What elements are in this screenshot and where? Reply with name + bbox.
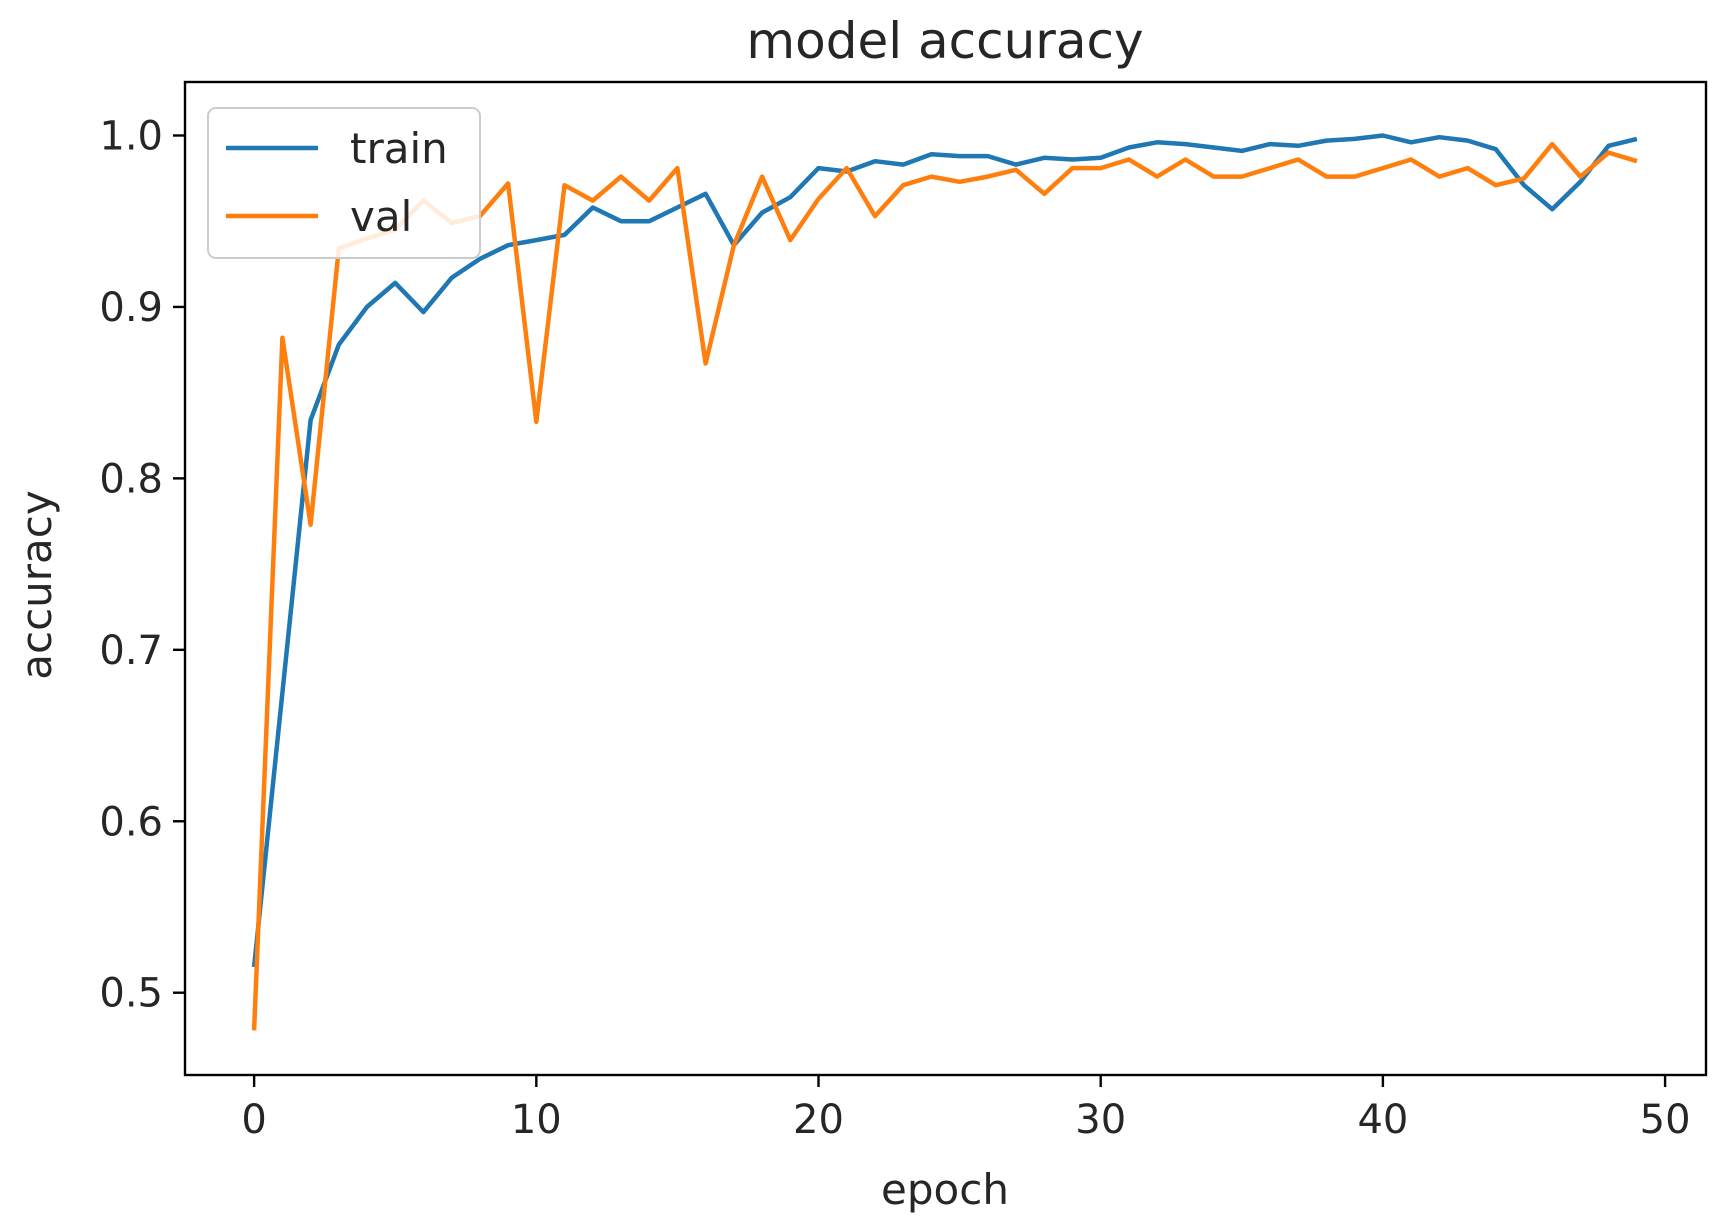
y-tick-label: 1.0 bbox=[99, 113, 163, 159]
y-tick-label: 0.9 bbox=[99, 285, 163, 331]
x-axis-ticks: 0 10 20 30 40 50 bbox=[241, 1075, 1691, 1143]
y-axis-ticks: 0.5 0.6 0.7 0.8 0.9 1.0 bbox=[99, 113, 185, 1017]
y-tick-label: 0.5 bbox=[99, 971, 163, 1017]
x-tick-label: 10 bbox=[511, 1097, 562, 1143]
y-axis-label: accuracy bbox=[12, 490, 61, 680]
legend-train-label: train bbox=[350, 124, 448, 173]
x-tick-label: 40 bbox=[1357, 1097, 1408, 1143]
series-line-val bbox=[251, 141, 1638, 1031]
y-tick-label: 0.7 bbox=[99, 628, 163, 674]
y-tick-label: 0.8 bbox=[99, 456, 163, 502]
legend-val-label: val bbox=[350, 192, 412, 241]
series-line-train bbox=[251, 133, 1638, 968]
chart-title: model accuracy bbox=[746, 12, 1143, 70]
x-tick-label: 30 bbox=[1075, 1097, 1126, 1143]
x-tick-label: 0 bbox=[241, 1097, 266, 1143]
legend-box bbox=[207, 107, 481, 259]
legend: train val bbox=[207, 107, 481, 259]
x-axis-label: epoch bbox=[881, 1165, 1009, 1214]
series-lines bbox=[251, 133, 1638, 1031]
x-tick-label: 50 bbox=[1640, 1097, 1691, 1143]
y-tick-label: 0.6 bbox=[99, 799, 163, 845]
plot-area-frame bbox=[183, 80, 1708, 1077]
x-tick-label: 20 bbox=[793, 1097, 844, 1143]
